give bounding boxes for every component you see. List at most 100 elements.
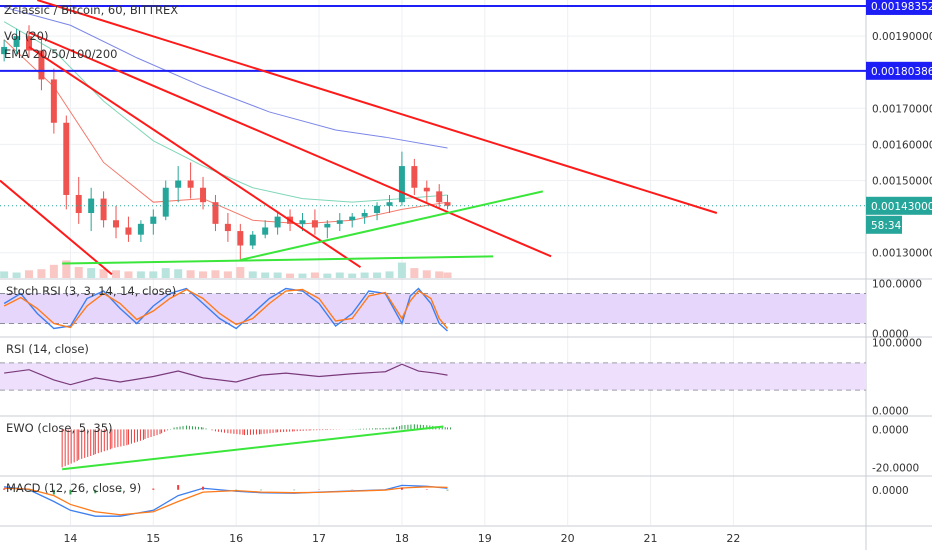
- price-badge-label: 0.00198352: [871, 1, 932, 13]
- price-tick-label: 0.00160000: [872, 139, 932, 151]
- candle: [125, 216, 132, 242]
- candle: [262, 220, 269, 239]
- price-tick-label: 0.00170000: [872, 103, 932, 115]
- pane-tick-label: -20.0000: [872, 462, 919, 474]
- pane-tick-label: 0.0000: [872, 485, 909, 497]
- volume-bar: [149, 271, 158, 278]
- volume-bar: [385, 271, 394, 278]
- candle-body: [262, 227, 269, 235]
- candle-body: [75, 194, 82, 214]
- trendline-3[interactable]: [0, 179, 113, 276]
- candle: [336, 213, 343, 232]
- candle-body: [137, 223, 144, 235]
- candle-body: [100, 198, 107, 221]
- candle-body: [200, 187, 207, 203]
- volume-bar: [298, 273, 307, 278]
- volume-bar: [199, 271, 208, 278]
- candle: [162, 180, 169, 221]
- candle-body: [311, 220, 318, 228]
- volume-bar: [435, 271, 444, 278]
- candle-body: [175, 180, 182, 188]
- rsi-band: [0, 362, 866, 391]
- volume-bar: [373, 272, 382, 278]
- pane-label: EWO (close, 5, 35): [6, 421, 113, 435]
- pane-tick-label: 0.0000: [872, 406, 909, 418]
- trendline-4[interactable]: [240, 190, 544, 261]
- time-tick-label: 20: [561, 532, 575, 545]
- trendline-2[interactable]: [28, 46, 362, 269]
- candle: [38, 39, 45, 91]
- time-tick-label: 17: [312, 532, 326, 545]
- candle: [374, 202, 381, 221]
- candle-body: [113, 220, 120, 228]
- volume-bar: [443, 272, 452, 278]
- candle: [175, 166, 182, 203]
- candle-body: [444, 202, 451, 206]
- macd-signal-line: [4, 486, 448, 516]
- candle-body: [212, 202, 219, 224]
- price-badge: [866, 196, 932, 215]
- legend-volume: Vol (20): [4, 29, 48, 43]
- candle: [13, 28, 20, 55]
- candle: [274, 213, 281, 235]
- volume-bar: [25, 270, 34, 278]
- candle: [398, 151, 405, 206]
- volume-bar: [161, 268, 170, 278]
- candle-body: [374, 205, 381, 214]
- pane-label: RSI (14, close): [6, 342, 89, 356]
- candle-body: [324, 223, 331, 228]
- candle-body: [88, 198, 95, 214]
- candle: [113, 205, 120, 239]
- countdown-badge: [866, 215, 902, 234]
- ema-line-2: [4, 6, 448, 149]
- stoch-d-line: [3, 288, 449, 329]
- price-tick-label: 0.00190000: [872, 31, 932, 43]
- candle: [444, 194, 451, 210]
- volume-bar: [174, 269, 183, 278]
- candle: [324, 220, 331, 239]
- volume-bar: [12, 272, 21, 278]
- candle: [411, 158, 418, 195]
- volume-bar: [397, 262, 406, 278]
- price-badge: [866, 61, 932, 80]
- candle: [423, 180, 430, 203]
- candle-body: [224, 223, 231, 232]
- pane-label: Stoch RSI (3, 3, 14, 14, close): [6, 284, 176, 298]
- time-tick-label: 15: [146, 532, 160, 545]
- candle: [50, 68, 57, 134]
- candle-body: [26, 36, 33, 51]
- candle: [137, 220, 144, 242]
- volume-bar: [211, 270, 220, 278]
- trendline-5[interactable]: [62, 255, 494, 265]
- candle-body: [237, 231, 244, 246]
- pane-tick-label: 100.0000: [872, 279, 922, 291]
- volume-bar: [335, 272, 344, 278]
- candle: [187, 162, 194, 199]
- candle: [361, 209, 368, 224]
- volume-bar: [236, 267, 245, 278]
- candle-body: [38, 50, 45, 80]
- time-tick-label: 21: [644, 532, 658, 545]
- candle: [249, 231, 256, 250]
- candle-body: [349, 216, 356, 221]
- candle-body: [162, 187, 169, 217]
- volume-bar: [410, 268, 419, 278]
- volume-bar: [124, 271, 133, 278]
- candle: [1, 39, 8, 62]
- volume-bar: [112, 270, 121, 278]
- volume-bar: [248, 271, 257, 278]
- price-badge-label: 0.00180386: [871, 66, 932, 78]
- ewo-trendline[interactable]: [62, 425, 444, 471]
- candle: [386, 194, 393, 214]
- volume-bar: [360, 272, 369, 278]
- candle: [100, 191, 107, 228]
- volume-bar: [62, 260, 71, 278]
- candle-body: [1, 46, 8, 55]
- trendline-0[interactable]: [36, 0, 718, 214]
- volume-bar: [348, 273, 357, 278]
- trendline-1[interactable]: [28, 31, 552, 258]
- candle-body: [436, 191, 443, 203]
- pane-label: MACD (12, 26, close, 9): [6, 481, 141, 495]
- volume-bar: [186, 270, 195, 278]
